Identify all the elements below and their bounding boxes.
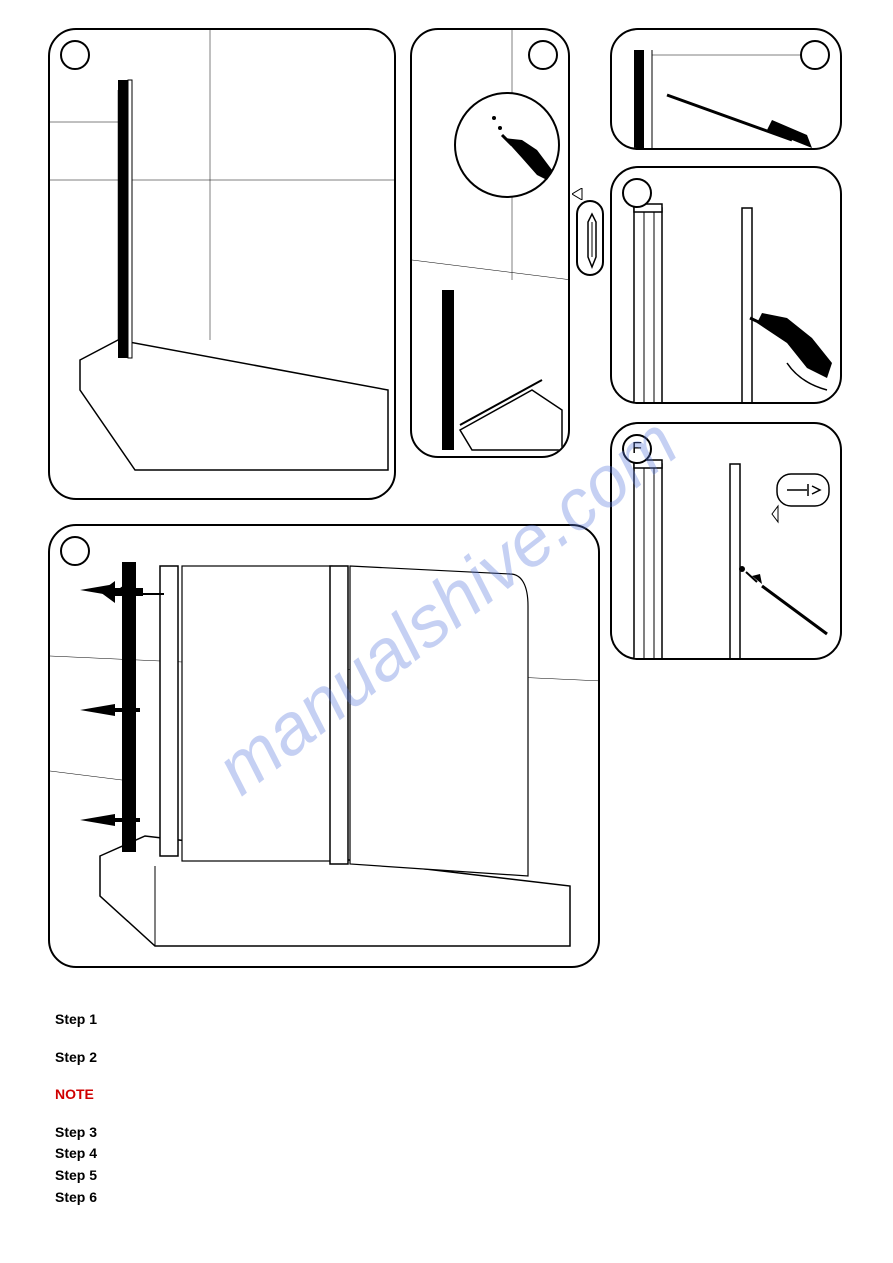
step-3-label: Step 3	[55, 1124, 97, 1140]
steps-block: Step 1 Step 2 NOTE Step 3 Step 4 Step 5 …	[55, 1010, 97, 1209]
step-1-label: Step 1	[55, 1011, 97, 1027]
panel-label-f-text: F	[632, 440, 642, 458]
step-5-label: Step 5	[55, 1167, 97, 1183]
panel-label-b	[528, 40, 558, 70]
panel-d	[610, 166, 842, 404]
step-4-label: Step 4	[55, 1145, 97, 1161]
panel-label-c	[800, 40, 830, 70]
panel-label-d	[622, 178, 652, 208]
panel-a	[48, 28, 396, 500]
step-5-row: Step 5	[55, 1166, 97, 1186]
panel-label-g	[60, 536, 90, 566]
panel-label-a	[60, 40, 90, 70]
note-label: NOTE	[55, 1086, 94, 1102]
wallplug-arrow-icon	[572, 188, 584, 200]
panel-label-f: F	[622, 434, 652, 464]
wallplug-icon	[578, 202, 606, 278]
step-3-row: Step 3	[55, 1123, 97, 1143]
wallplug-callout	[576, 200, 604, 276]
panel-c	[610, 28, 842, 150]
step-6-label: Step 6	[55, 1189, 97, 1205]
diagram-b-icon	[412, 30, 570, 458]
diagram-g-icon	[50, 526, 600, 968]
panel-b	[410, 28, 570, 458]
step-1-row: Step 1	[55, 1010, 97, 1030]
step-6-row: Step 6	[55, 1188, 97, 1208]
note-row: NOTE	[55, 1085, 97, 1105]
diagram-a-icon	[50, 30, 396, 500]
panel-f: F	[610, 422, 842, 660]
step-2-label: Step 2	[55, 1049, 97, 1065]
step-4-row: Step 4	[55, 1144, 97, 1164]
step-2-row: Step 2	[55, 1048, 97, 1068]
panel-g	[48, 524, 600, 968]
